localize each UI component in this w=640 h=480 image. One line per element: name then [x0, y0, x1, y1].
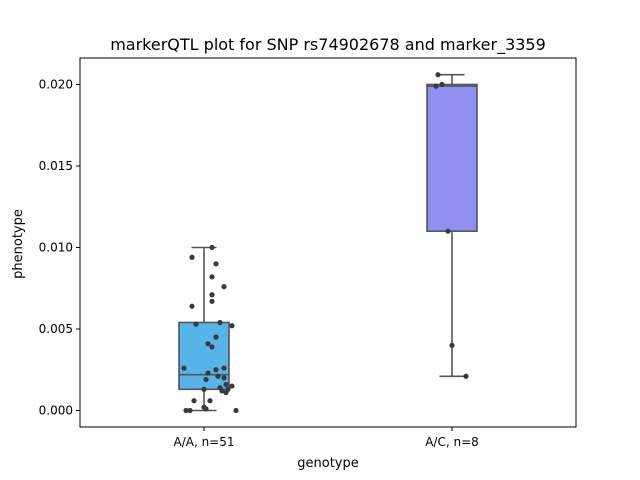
x-tick-label: A/C, n=8 — [425, 435, 479, 449]
x-axis: A/A, n=51 A/C, n=8 — [173, 427, 479, 449]
plot-area — [79, 57, 577, 428]
chart-title: markerQTL plot for SNP rs74902678 and ma… — [110, 35, 546, 55]
data-point — [233, 407, 239, 414]
box-group — [426, 73, 478, 378]
data-point — [205, 341, 211, 347]
y-tick-label: 0.015 — [39, 159, 73, 173]
data-point — [209, 298, 215, 304]
y-tick-label: 0.020 — [39, 78, 73, 92]
data-point — [183, 407, 189, 414]
data-point — [213, 261, 219, 267]
data-point — [181, 365, 187, 371]
data-point — [221, 284, 227, 290]
data-point — [203, 406, 209, 412]
data-point — [223, 381, 229, 388]
data-point — [433, 83, 439, 89]
data-point — [219, 388, 225, 394]
data-point — [229, 383, 235, 389]
y-tick-label: 0.000 — [39, 404, 73, 418]
y-tick-label: 0.010 — [39, 241, 73, 255]
box — [426, 83, 478, 232]
data-point — [213, 334, 219, 340]
y-tick-label: 0.005 — [39, 322, 73, 336]
data-point — [209, 244, 215, 251]
y-axis: 0.000 0.005 0.010 0.015 0.020 — [39, 78, 80, 418]
data-point — [221, 375, 227, 381]
data-point — [439, 81, 445, 88]
x-axis-label: genotype — [297, 456, 358, 471]
data-point — [435, 72, 441, 78]
data-point — [205, 370, 211, 376]
data-point — [189, 254, 195, 260]
data-point — [449, 342, 455, 348]
data-point — [215, 373, 221, 379]
data-point — [209, 274, 215, 280]
data-point — [221, 365, 227, 371]
data-point — [463, 373, 469, 379]
data-point — [217, 319, 223, 326]
data-point — [213, 367, 219, 373]
data-point — [203, 376, 209, 383]
x-tick-label: A/A, n=51 — [173, 435, 234, 449]
data-point — [445, 228, 451, 234]
data-point — [193, 321, 199, 327]
points-layer — [181, 72, 469, 414]
data-point — [209, 292, 215, 298]
data-point — [229, 323, 235, 329]
data-point — [187, 407, 193, 414]
data-point — [201, 386, 207, 392]
y-axis-label: phenotype — [11, 209, 26, 279]
data-point — [191, 398, 197, 404]
data-point — [223, 389, 229, 396]
data-point — [209, 344, 215, 350]
data-point — [207, 398, 213, 404]
data-point — [189, 303, 195, 309]
